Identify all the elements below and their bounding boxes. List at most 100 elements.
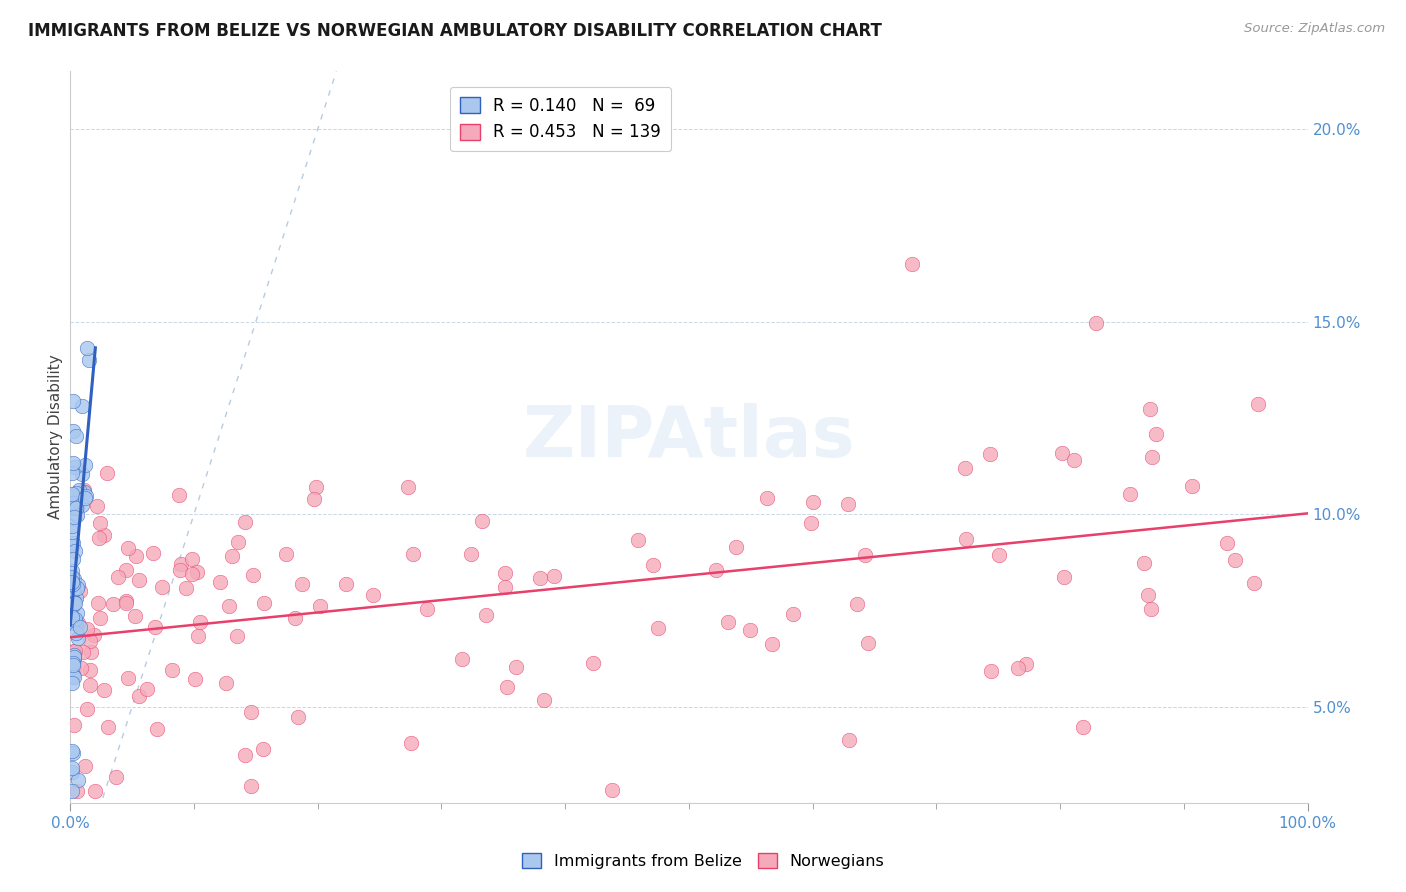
Point bbox=[70, 661, 93, 675]
Point bbox=[335, 577, 357, 591]
Point bbox=[60, 539, 83, 553]
Point bbox=[60, 501, 83, 516]
Point bbox=[953, 460, 976, 475]
Point bbox=[291, 577, 314, 591]
Point bbox=[837, 497, 859, 511]
Text: IMMIGRANTS FROM BELIZE VS NORWEGIAN AMBULATORY DISABILITY CORRELATION CHART: IMMIGRANTS FROM BELIZE VS NORWEGIAN AMBU… bbox=[28, 22, 882, 40]
Point bbox=[494, 566, 516, 581]
Point bbox=[62, 648, 84, 662]
Point bbox=[70, 498, 93, 512]
Point bbox=[60, 676, 83, 690]
Point bbox=[838, 733, 860, 747]
Point bbox=[174, 582, 197, 596]
Point bbox=[529, 571, 551, 585]
Point bbox=[60, 466, 83, 480]
Point bbox=[1246, 397, 1268, 411]
Point bbox=[62, 656, 84, 670]
Point bbox=[63, 572, 86, 586]
Point bbox=[76, 702, 98, 716]
Point bbox=[69, 583, 91, 598]
Point bbox=[1133, 556, 1156, 570]
Point bbox=[142, 546, 165, 560]
Point bbox=[65, 616, 87, 631]
Point bbox=[1140, 450, 1163, 464]
Point bbox=[252, 742, 274, 756]
Point bbox=[1181, 479, 1204, 493]
Point bbox=[79, 678, 101, 692]
Point bbox=[755, 491, 778, 505]
Point bbox=[494, 580, 516, 594]
Point bbox=[75, 458, 97, 472]
Point bbox=[76, 341, 98, 355]
Point bbox=[60, 496, 83, 510]
Point bbox=[63, 497, 86, 511]
Point bbox=[70, 399, 93, 413]
Point bbox=[60, 761, 83, 775]
Point bbox=[150, 580, 173, 594]
Point bbox=[987, 548, 1010, 562]
Point bbox=[647, 621, 669, 635]
Point bbox=[450, 651, 472, 665]
Point bbox=[89, 516, 111, 530]
Point bbox=[73, 491, 96, 505]
Point bbox=[65, 501, 87, 516]
Point bbox=[62, 456, 84, 470]
Point bbox=[62, 536, 84, 550]
Point bbox=[627, 533, 650, 547]
Point bbox=[72, 485, 94, 500]
Point bbox=[72, 483, 94, 497]
Point bbox=[724, 540, 747, 554]
Point bbox=[67, 578, 90, 592]
Point bbox=[60, 564, 83, 578]
Point bbox=[128, 689, 150, 703]
Point bbox=[641, 558, 664, 572]
Point bbox=[471, 514, 494, 528]
Point bbox=[62, 577, 84, 591]
Point bbox=[97, 720, 120, 734]
Point bbox=[63, 651, 86, 665]
Point bbox=[63, 596, 86, 610]
Point bbox=[170, 557, 193, 571]
Point bbox=[1223, 553, 1246, 567]
Point bbox=[103, 597, 125, 611]
Point bbox=[60, 669, 83, 683]
Point bbox=[104, 770, 127, 784]
Point bbox=[93, 683, 115, 698]
Point bbox=[253, 596, 276, 610]
Point bbox=[60, 615, 83, 630]
Point bbox=[84, 784, 107, 798]
Point bbox=[845, 597, 868, 611]
Point bbox=[63, 544, 86, 558]
Point bbox=[167, 488, 190, 502]
Point bbox=[184, 672, 207, 686]
Point bbox=[717, 615, 740, 630]
Point bbox=[62, 595, 84, 609]
Point bbox=[60, 610, 83, 624]
Point bbox=[181, 552, 204, 566]
Legend: Immigrants from Belize, Norwegians: Immigrants from Belize, Norwegians bbox=[516, 847, 890, 875]
Point bbox=[1015, 657, 1038, 671]
Point bbox=[143, 620, 166, 634]
Point bbox=[107, 570, 129, 584]
Point bbox=[979, 447, 1001, 461]
Point bbox=[66, 508, 89, 522]
Point bbox=[76, 622, 98, 636]
Point bbox=[782, 607, 804, 621]
Point bbox=[63, 596, 86, 610]
Point bbox=[60, 575, 83, 590]
Point bbox=[66, 632, 89, 646]
Point bbox=[801, 494, 824, 508]
Point bbox=[62, 489, 84, 503]
Point bbox=[233, 747, 256, 762]
Point bbox=[287, 709, 309, 723]
Point bbox=[63, 614, 86, 628]
Point bbox=[65, 612, 87, 626]
Point bbox=[543, 569, 565, 583]
Text: Source: ZipAtlas.com: Source: ZipAtlas.com bbox=[1244, 22, 1385, 36]
Point bbox=[62, 658, 84, 673]
Point bbox=[1063, 453, 1085, 467]
Point bbox=[62, 582, 84, 597]
Point bbox=[505, 660, 527, 674]
Point bbox=[242, 568, 264, 582]
Point bbox=[65, 428, 87, 442]
